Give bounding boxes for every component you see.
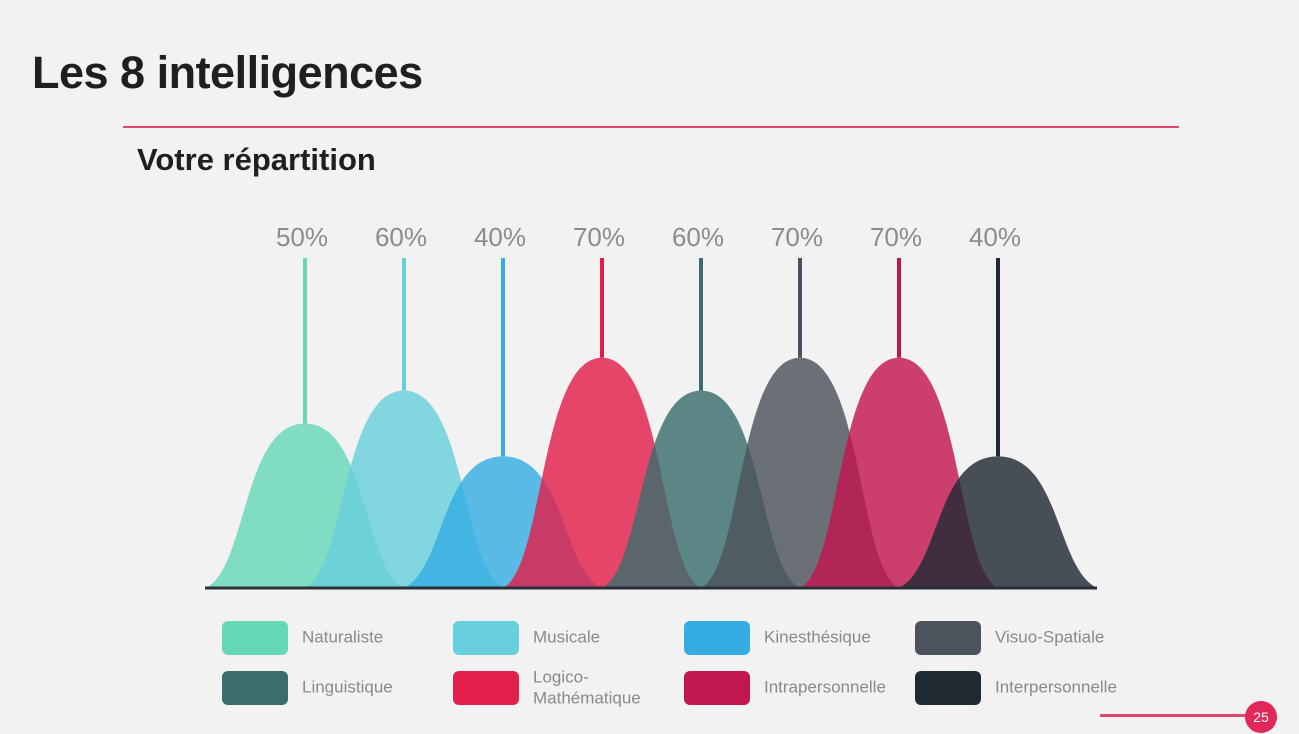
- legend-swatch: [684, 621, 750, 655]
- legend-label: Intrapersonnelle: [764, 677, 886, 697]
- slide-title: Les 8 intelligences: [32, 47, 423, 98]
- legend-label: Logico- Mathématique: [533, 667, 641, 707]
- legend-swatch: [684, 671, 750, 705]
- page-number-line: [1100, 714, 1250, 717]
- legend-label: Naturaliste: [302, 627, 384, 647]
- bell-8: [899, 456, 1097, 588]
- value-label-1: 50%: [276, 222, 328, 252]
- value-label-7: 70%: [870, 222, 922, 252]
- slide-subtitle: Votre répartition: [137, 142, 376, 177]
- legend-item: Interpersonnelle: [915, 671, 1135, 705]
- value-labels: 50% 60% 40% 70% 60% 70% 70% 40%: [276, 222, 1021, 252]
- page-number-badge: 25: [1245, 701, 1277, 733]
- legend-label: Musicale: [533, 627, 601, 647]
- legend-swatch: [222, 621, 288, 655]
- legend-item: Visuo-Spatiale: [915, 621, 1135, 655]
- legend-label: Linguistique: [302, 677, 393, 697]
- legend-swatch: [222, 671, 288, 705]
- legend-swatch: [915, 621, 981, 655]
- legend-label: Interpersonnelle: [995, 677, 1117, 697]
- legend-swatch: [453, 671, 519, 705]
- legend-label: Visuo-Spatiale: [995, 627, 1105, 647]
- value-label-5: 60%: [672, 222, 724, 252]
- legend-item: Logico- Mathématique: [453, 667, 673, 707]
- legend-item: Intrapersonnelle: [684, 671, 904, 705]
- bell-shapes: [206, 357, 1097, 588]
- title-divider: [123, 126, 1179, 128]
- value-label-2: 60%: [375, 222, 427, 252]
- legend-item: Musicale: [453, 621, 673, 655]
- value-label-6: 70%: [771, 222, 823, 252]
- value-stems: [303, 258, 1000, 457]
- legend-swatch: [915, 671, 981, 705]
- legend-item: Naturaliste: [222, 621, 442, 655]
- legend-item: Kinesthésique: [684, 621, 904, 655]
- legend-label: Kinesthésique: [764, 627, 871, 647]
- value-label-8: 40%: [969, 222, 1021, 252]
- legend-item: Linguistique: [222, 671, 442, 705]
- value-label-3: 40%: [474, 222, 526, 252]
- value-label-4: 70%: [573, 222, 625, 252]
- legend-swatch: [453, 621, 519, 655]
